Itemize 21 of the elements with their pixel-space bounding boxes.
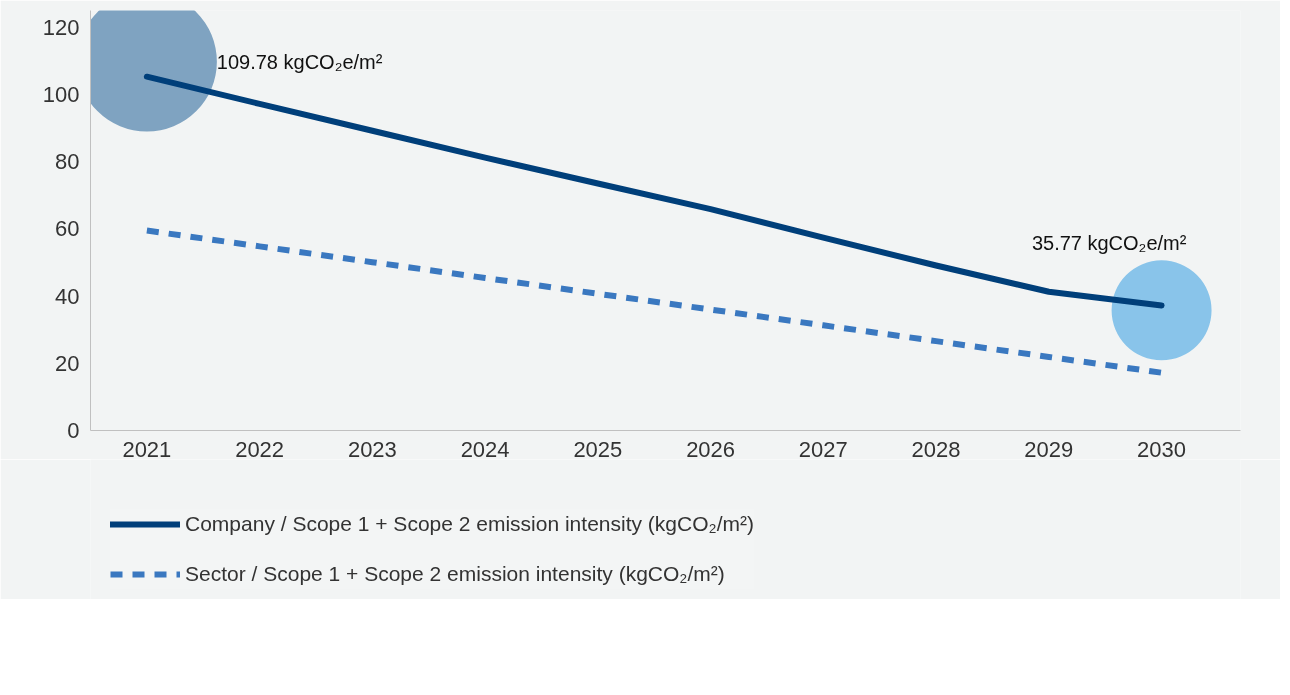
x-tick-label: 2021: [122, 436, 172, 462]
legend-label: Sector / Scope 1 + Scope 2 emission intensity (kgCO₂/m²): [185, 562, 725, 586]
data-label: 109.78 kgCO₂e/m²: [216, 50, 383, 73]
x-tick-label: 2024: [460, 436, 510, 462]
legend-label: Company / Scope 1 + Scope 2 emission intensity (kgCO₂/m²): [185, 512, 754, 536]
y-tick-label: 120: [42, 14, 80, 40]
x-tick-label: 2025: [573, 436, 623, 462]
y-tick-label: 20: [55, 350, 80, 376]
y-tick-label: 100: [42, 82, 80, 107]
y-tick-label: 60: [55, 216, 80, 242]
data-label: 35.77 kgCO₂e/m²: [1031, 232, 1187, 255]
y-tick-label: 0: [67, 418, 80, 443]
x-tick-label: 2030: [1137, 436, 1187, 462]
x-tick-label: 2022: [235, 436, 285, 462]
x-tick-label: 2023: [347, 436, 397, 462]
x-tick-label: 2026: [686, 436, 736, 462]
x-tick-label: 2027: [798, 436, 848, 462]
x-tick-label: 2029: [1024, 436, 1074, 462]
y-tick-label: 80: [55, 149, 80, 175]
y-tick-label: 40: [55, 283, 80, 309]
x-tick-label: 2028: [911, 436, 961, 462]
